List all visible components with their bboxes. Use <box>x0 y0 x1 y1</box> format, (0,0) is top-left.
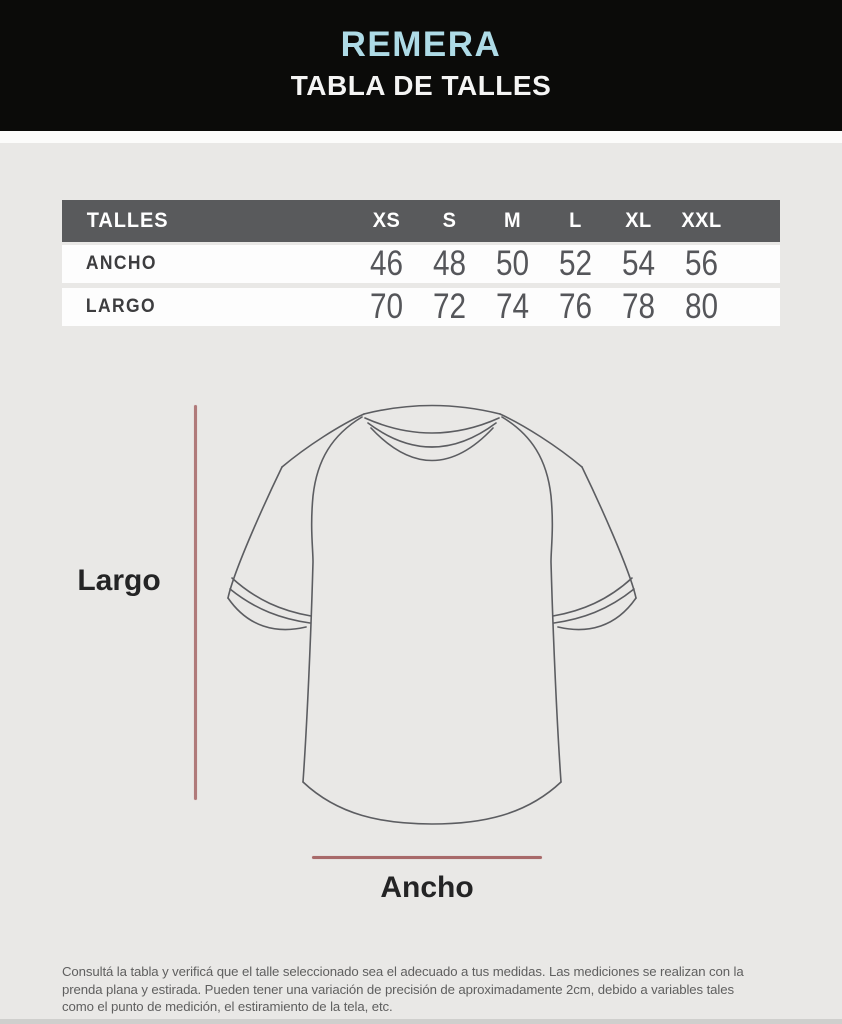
right-body-edge <box>501 416 562 783</box>
length-label: Largo <box>77 564 161 597</box>
largo-value-xs: 70 <box>369 287 404 326</box>
left-body-edge <box>302 416 363 783</box>
header-banner: REMERA TABLA DE TALLES <box>0 0 842 131</box>
column-header-s: S <box>442 209 457 232</box>
product-title: REMERA <box>340 25 502 64</box>
size-table: TALLES XS S M L XL XXL ANCHO 46 48 50 52… <box>62 200 780 331</box>
left-shoulder <box>281 413 365 468</box>
banner-divider <box>0 131 842 143</box>
column-header-xl: XL <box>625 209 652 232</box>
largo-value-l: 76 <box>558 287 593 326</box>
disclaimer-line-2: prenda plana y estirada. Pueden tener un… <box>62 981 734 997</box>
ancho-value-xxl: 56 <box>684 244 719 283</box>
left-cuff-line-2 <box>229 588 311 624</box>
largo-value-s: 72 <box>432 287 467 326</box>
column-header-xs: XS <box>372 209 401 232</box>
largo-value-xxl: 80 <box>684 287 719 326</box>
column-header-m: M <box>503 209 522 232</box>
right-cuff-line-2 <box>553 588 635 624</box>
right-shoulder <box>499 413 583 468</box>
right-sleeve-opening <box>557 597 637 631</box>
ancho-value-s: 48 <box>432 244 467 283</box>
disclaimer-note: Consultá la tabla y verificá que el tall… <box>62 963 788 1016</box>
ancho-value-l: 52 <box>558 244 593 283</box>
ancho-value-m: 50 <box>495 244 530 283</box>
right-cuff-line-1 <box>552 577 633 617</box>
page-subtitle: TABLA DE TALLES <box>290 70 552 101</box>
disclaimer-line-3: como el punto de medición, el estiramien… <box>62 999 393 1015</box>
column-header-l: L <box>569 209 582 232</box>
left-cuff-line-1 <box>231 577 312 617</box>
largo-value-m: 74 <box>495 287 530 326</box>
disclaimer-line-1: Consultá la tabla y verificá que el tall… <box>62 964 744 979</box>
collar-rib-2 <box>367 422 497 448</box>
width-measure-line <box>312 856 542 859</box>
table-row-ancho: ANCHO 46 48 50 52 54 56 <box>62 245 780 283</box>
ancho-value-xl: 54 <box>621 244 656 283</box>
left-sleeve-outer <box>227 466 283 599</box>
row-label-ancho: ANCHO <box>85 253 157 274</box>
ancho-value-xs: 46 <box>369 244 404 283</box>
tshirt-outline-drawing <box>227 404 637 825</box>
column-header-xxl: XXL <box>681 209 722 232</box>
size-table-header-row: TALLES XS S M L XL XXL <box>62 200 780 242</box>
left-sleeve-opening <box>227 597 307 631</box>
collar-top-curve <box>363 404 501 415</box>
column-header-talles: TALLES <box>86 209 169 232</box>
largo-value-xl: 78 <box>621 287 656 326</box>
row-label-largo: LARGO <box>85 296 156 317</box>
bottom-edge-strip <box>0 1019 842 1024</box>
width-label: Ancho <box>380 871 474 904</box>
table-row-largo: LARGO 70 72 74 76 78 80 <box>62 288 780 326</box>
hem-curve <box>302 781 562 825</box>
collar-rib-1 <box>364 417 500 434</box>
length-measure-line <box>194 405 197 800</box>
right-sleeve-outer <box>581 466 637 599</box>
collar-rib-3 <box>370 427 494 462</box>
